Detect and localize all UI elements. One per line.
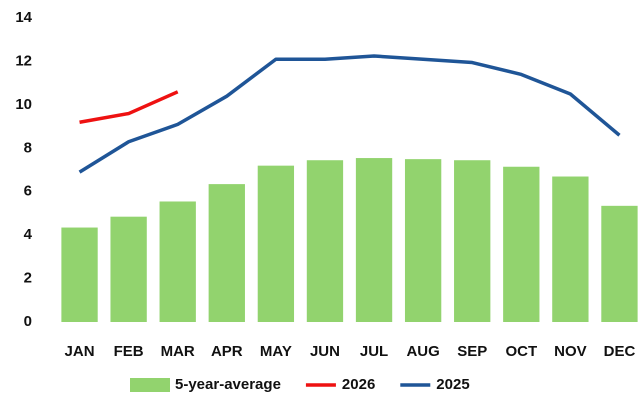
bar	[503, 166, 540, 322]
bar	[552, 176, 589, 322]
legend-label: 2026	[342, 376, 375, 393]
y-tick-label: 6	[24, 183, 32, 200]
x-tick-label: OCT	[505, 343, 537, 360]
legend-swatch	[130, 378, 170, 392]
y-tick-label: 0	[24, 313, 32, 330]
x-tick-label: NOV	[554, 343, 587, 360]
y-tick-label: 12	[15, 52, 32, 69]
bar	[110, 216, 147, 322]
line	[78, 54, 621, 174]
legend-label: 2025	[436, 376, 469, 393]
x-tick-label: AUG	[406, 343, 439, 360]
y-tick-label: 8	[24, 139, 32, 156]
bar	[257, 165, 295, 322]
bar	[306, 160, 344, 322]
y-tick-label: 10	[15, 96, 32, 113]
line	[79, 90, 179, 124]
y-tick-label: 2	[24, 270, 32, 287]
x-tick-label: MAR	[161, 343, 195, 360]
bar	[454, 160, 491, 322]
bar	[601, 205, 638, 322]
x-tick-label: FEB	[114, 343, 144, 360]
legend-label: 5-year-average	[175, 376, 281, 393]
x-tick-label: JUN	[310, 343, 340, 360]
x-tick-label: APR	[211, 343, 243, 360]
x-tick-label: SEP	[457, 343, 487, 360]
bar	[355, 158, 393, 322]
x-tick-label: JAN	[65, 343, 95, 360]
x-tick-label: MAY	[260, 343, 292, 360]
bar	[61, 227, 98, 322]
x-tick-label: JUL	[360, 343, 388, 360]
bar	[159, 201, 196, 322]
y-tick-label: 4	[24, 226, 33, 243]
bar	[208, 184, 245, 322]
x-tick-label: DEC	[604, 343, 636, 360]
bar	[404, 159, 442, 322]
y-tick-label: 14	[15, 9, 32, 26]
